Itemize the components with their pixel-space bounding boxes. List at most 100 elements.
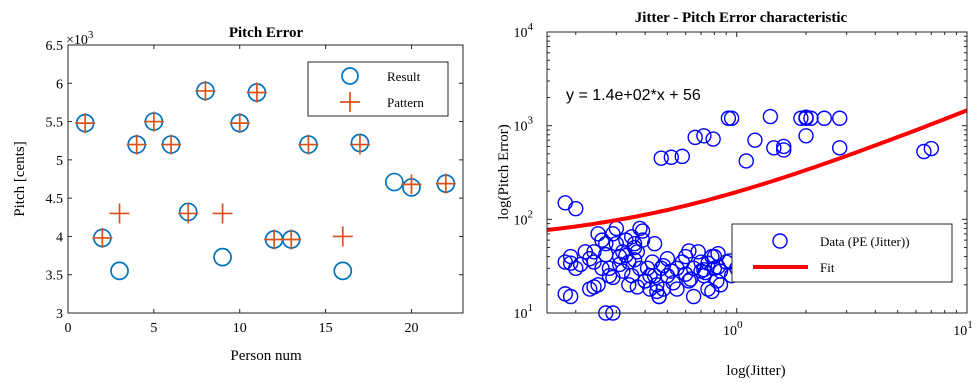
data-point: [816, 110, 832, 126]
fit-line: [546, 108, 968, 232]
chart2-xlabel: log(Jitter): [726, 363, 785, 379]
data-point: [704, 283, 720, 300]
legend-result-label: Result: [387, 69, 421, 84]
data-point: [659, 250, 676, 267]
data-point: [557, 286, 573, 302]
legend-result-marker: [341, 67, 359, 85]
data-point: [637, 273, 653, 289]
data-point: [690, 244, 706, 260]
chart2-legend-box: [731, 223, 953, 283]
chart1-exponent-label: ×103: [66, 29, 94, 48]
chart2-legend: Data (PE (Jitter)) Fit: [731, 223, 953, 283]
pattern-point: [126, 134, 147, 155]
data-point: [831, 140, 848, 156]
data-point: [586, 254, 602, 270]
pattern-point: [212, 203, 233, 224]
data-point: [649, 283, 665, 300]
data-point: [605, 269, 621, 286]
fit-equation: y = 1.4e+02*x + 56: [566, 87, 701, 104]
pattern-point: [109, 203, 130, 224]
chart2-title: Jitter - Pitch Error characteristic: [635, 10, 848, 26]
data-point: [696, 261, 712, 278]
chart1-frame: [67, 44, 464, 314]
data-point: [646, 268, 663, 284]
chart2-ytick-label: 104: [514, 21, 534, 41]
data-point: [632, 220, 648, 237]
chart1-ytick-label: 4.5: [46, 192, 64, 207]
data-point: [681, 243, 697, 259]
data-point: [557, 195, 573, 211]
pattern-point: [281, 229, 302, 250]
data-point: [682, 271, 699, 287]
data-point: [923, 140, 940, 157]
pattern-point: [195, 80, 216, 101]
data-point: [586, 279, 602, 295]
data-point: [646, 235, 663, 252]
data-point: [665, 275, 681, 291]
data-point: [634, 223, 651, 239]
chart1-ytick-label: 4: [56, 230, 63, 245]
chart2-ticks: 100 101 101 102 103 104: [514, 21, 973, 339]
chart1-title: Pitch Error: [229, 25, 304, 41]
data-point: [624, 268, 640, 284]
data-point: [677, 266, 694, 282]
pattern-point: [349, 134, 370, 155]
data-point: [831, 110, 848, 126]
chart1-xtick-label: 20: [404, 321, 418, 336]
chart2-ytick-label: 102: [514, 208, 534, 228]
chart1-ytick-label: 3: [56, 307, 63, 322]
legend-data-label: Data (PE (Jitter)): [820, 234, 910, 249]
chart1-ylabel: Pitch [cents]: [12, 141, 28, 216]
data-point: [766, 140, 782, 156]
result-point: [333, 261, 353, 281]
pattern-point: [332, 226, 353, 247]
data-point: [685, 288, 702, 305]
data-point: [618, 247, 634, 264]
pattern-point: [435, 173, 456, 194]
data-point: [626, 235, 643, 252]
chart1-markers: [75, 80, 456, 281]
data-point: [562, 255, 579, 271]
pattern-point: [401, 174, 422, 195]
result-point: [110, 261, 129, 281]
chart2-xtick-label: 100: [723, 319, 743, 339]
chart2-ytick-label: 101: [514, 302, 534, 322]
data-point: [747, 132, 763, 148]
data-point: [621, 277, 637, 293]
legend-pattern-marker: [340, 92, 360, 112]
data-point: [720, 110, 737, 126]
data-point: [916, 143, 932, 160]
pattern-point: [229, 113, 250, 134]
pattern-point: [143, 111, 164, 132]
chart1-xtick-label: 5: [150, 321, 157, 336]
chart1-ticks: 0 5 10 15 20 3 3.5 4 4.5 5 5.5 6 6.5: [46, 39, 463, 336]
data-point: [798, 128, 814, 144]
chart2-frame: [546, 31, 968, 314]
chart2-ylabel: log(Pitch Error): [496, 124, 512, 219]
data-point: [582, 250, 598, 267]
data-point: [663, 149, 680, 165]
chart1-xtick-label: 10: [233, 321, 247, 336]
pattern-point: [161, 134, 182, 155]
chart1-ytick-label: 5: [56, 154, 63, 169]
chart1-ytick-label: 6.5: [46, 39, 64, 54]
chart2-xtick-label: 101: [953, 319, 973, 339]
data-point: [568, 200, 584, 217]
chart1-xtick-label: 15: [319, 321, 333, 336]
chart2-ytick-label: 103: [514, 115, 534, 135]
chart2-markers: [557, 108, 940, 321]
data-point: [710, 245, 726, 262]
pitch-error-chart: Pitch Error 0 5 10 15 20 3 3.5 4 4.5 5 5.5 6 6.5 ×10…: [12, 25, 464, 364]
data-point: [705, 131, 721, 147]
chart1-ytick-label: 3.5: [46, 269, 64, 284]
data-point: [793, 110, 809, 126]
pattern-point: [92, 227, 113, 248]
chart1-ytick-label: 6: [56, 77, 63, 92]
pattern-point: [298, 134, 319, 155]
data-point: [798, 109, 814, 125]
chart1-xtick-label: 0: [65, 321, 72, 336]
data-point: [696, 128, 712, 144]
legend-pattern-label: Pattern: [387, 95, 424, 110]
data-point: [598, 246, 614, 263]
